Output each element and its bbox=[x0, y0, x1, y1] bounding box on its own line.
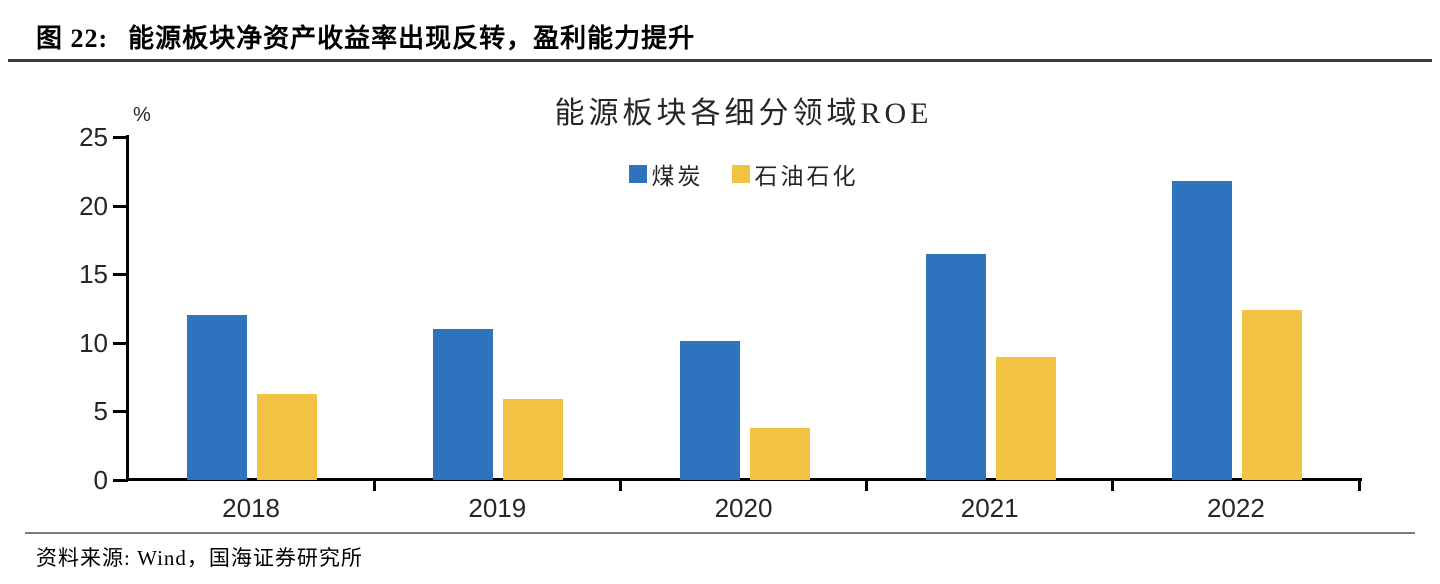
bar-coal bbox=[679, 341, 740, 480]
legend-item: 煤炭 bbox=[628, 157, 704, 191]
footer-divider bbox=[25, 532, 1415, 534]
y-tick-label: 0 bbox=[93, 465, 108, 495]
bar-oil bbox=[257, 393, 318, 480]
x-tick-label: 2019 bbox=[468, 493, 527, 523]
bar-oil bbox=[503, 399, 564, 480]
header-divider bbox=[8, 59, 1432, 62]
y-tick-label: 5 bbox=[93, 396, 108, 427]
x-tick-label: 2021 bbox=[960, 493, 1019, 523]
bar-coal bbox=[925, 253, 986, 480]
y-tick bbox=[113, 136, 128, 139]
figure-caption: 图 22: 能源板块净资产收益率出现反转，盈利能力提升 bbox=[36, 18, 695, 55]
x-tick-label: 2022 bbox=[1206, 493, 1265, 523]
bar-coal bbox=[433, 329, 494, 480]
y-tick-label: 15 bbox=[79, 259, 108, 290]
bar-oil bbox=[1241, 309, 1302, 480]
legend-swatch bbox=[731, 165, 750, 183]
y-axis-line bbox=[126, 135, 129, 481]
x-tick bbox=[618, 481, 622, 491]
bar-coal bbox=[187, 315, 248, 480]
legend-label: 煤炭 bbox=[651, 164, 704, 189]
legend-item: 石油石化 bbox=[731, 157, 859, 191]
x-tick bbox=[372, 481, 376, 491]
plot-area bbox=[128, 137, 1359, 480]
bar-oil bbox=[995, 356, 1056, 480]
bar-coal bbox=[1171, 180, 1232, 480]
x-tick-label: 2018 bbox=[222, 493, 281, 523]
y-tick bbox=[113, 273, 128, 277]
figure-caption-number: 图 22: bbox=[36, 24, 109, 53]
chart-title: 能源板块各细分领域ROE bbox=[554, 97, 933, 130]
y-tick-label: 10 bbox=[79, 327, 108, 358]
x-tick bbox=[1357, 481, 1361, 491]
y-tick-label: 20 bbox=[79, 190, 108, 221]
y-tick bbox=[113, 410, 128, 414]
legend-label: 石油石化 bbox=[754, 164, 859, 189]
x-tick-label: 2020 bbox=[714, 493, 773, 523]
x-tick bbox=[1111, 481, 1115, 491]
figure-caption-text: 能源板块净资产收益率出现反转，盈利能力提升 bbox=[128, 24, 696, 53]
y-tick bbox=[113, 341, 128, 345]
source-note: 资料来源: Wind，国海证券研究所 bbox=[36, 546, 363, 570]
bar-oil bbox=[749, 427, 810, 480]
y-tick bbox=[113, 479, 128, 482]
y-tick bbox=[113, 204, 128, 208]
x-tick bbox=[865, 481, 869, 491]
chart-legend: 煤炭 石油石化 bbox=[128, 157, 1359, 191]
y-tick-label: 25 bbox=[79, 122, 108, 152]
y-axis-unit-label: % bbox=[133, 104, 151, 126]
x-axis-line bbox=[126, 478, 1362, 481]
legend-swatch bbox=[628, 165, 647, 183]
